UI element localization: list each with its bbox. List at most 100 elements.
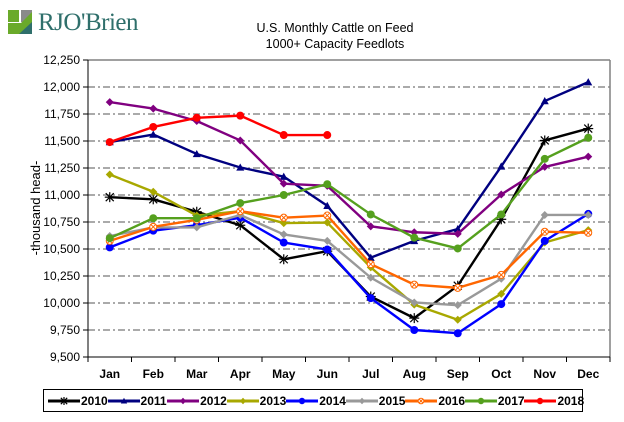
y-tick-label: 12,000	[43, 80, 80, 94]
data-point	[236, 136, 245, 145]
y-tick-label: 10,500	[43, 242, 80, 256]
data-point	[179, 397, 187, 405]
data-point	[366, 294, 375, 303]
legend-label: 2016	[438, 394, 466, 408]
data-point	[584, 210, 593, 219]
logo-mark-icon	[8, 10, 32, 34]
data-point	[104, 192, 115, 203]
data-point	[540, 97, 549, 105]
data-point	[149, 122, 158, 131]
data-point	[279, 213, 288, 222]
data-point	[418, 397, 425, 405]
data-point	[497, 270, 506, 279]
x-tick-label: Jun	[317, 367, 338, 381]
data-point	[453, 283, 462, 292]
data-point	[584, 228, 593, 237]
data-point	[323, 131, 332, 140]
data-point	[409, 313, 420, 324]
data-point	[453, 225, 462, 233]
series-2017	[105, 133, 593, 253]
axes	[83, 59, 611, 362]
logo-text: RJO'Brien	[38, 9, 139, 36]
series-2016	[105, 207, 593, 292]
chart-title: U.S. Monthly Cattle on Feed	[256, 21, 414, 35]
data-point	[323, 245, 332, 254]
data-point	[410, 298, 419, 307]
x-tick-label: May	[272, 367, 296, 381]
data-point	[477, 397, 485, 405]
x-tick-label: Aug	[403, 367, 426, 381]
data-point	[148, 194, 159, 205]
data-point	[192, 113, 201, 122]
series-line	[109, 173, 589, 321]
data-point	[235, 220, 246, 231]
series-2011	[105, 78, 593, 261]
legend-swatch	[107, 397, 140, 404]
legend-swatch	[167, 397, 200, 405]
data-point	[410, 280, 419, 289]
data-point	[323, 201, 332, 209]
data-point	[584, 78, 593, 86]
data-point	[279, 230, 288, 239]
line-chart: 9,500 9,750 10,000 10,250 10,500 10,750 11,000…	[28, 53, 611, 381]
legend-label: 2018	[557, 394, 585, 408]
y-tick-label: 9,500	[50, 350, 80, 364]
legend-swatch	[48, 397, 80, 405]
x-tick-label: Jan	[99, 367, 120, 381]
series-line	[109, 81, 589, 259]
data-point	[279, 172, 288, 180]
series-line	[109, 136, 589, 250]
data-point	[540, 154, 549, 163]
data-point	[584, 152, 593, 161]
x-tick-label: Apr	[230, 367, 251, 381]
data-point	[358, 397, 365, 405]
y-tick-label: 11,000	[44, 188, 80, 202]
legend-label: 2014	[319, 394, 346, 408]
data-point	[299, 397, 306, 405]
data-point	[540, 210, 549, 219]
data-point	[239, 397, 246, 405]
series-line	[109, 209, 589, 290]
data-point	[279, 131, 288, 140]
data-point	[192, 214, 201, 223]
legend-swatch	[345, 397, 378, 405]
data-point	[236, 111, 245, 120]
data-point	[236, 199, 245, 208]
series-2015	[105, 210, 593, 310]
legend: 2010 2011 2012 2013 2014 2015 2016 2017 2018	[43, 389, 585, 412]
x-tick-label: Mar	[186, 367, 208, 381]
legend-swatch	[226, 397, 259, 405]
x-tick-label: Jul	[362, 367, 379, 381]
x-tick-label: Oct	[491, 367, 511, 381]
data-point	[149, 214, 158, 223]
x-tick-labels: Jan Feb Mar Apr May Jun Jul Aug Sep Oct Nov Dec	[99, 367, 599, 381]
y-tick-label: 11,250	[44, 161, 80, 175]
x-tick-label: Nov	[533, 367, 556, 381]
y-tick-label: 12,250	[43, 53, 80, 67]
data-point	[366, 253, 375, 261]
data-point	[279, 179, 288, 188]
data-point	[497, 162, 506, 170]
data-point	[279, 191, 288, 199]
series-group	[104, 78, 594, 338]
data-point	[583, 123, 594, 134]
data-point	[537, 397, 544, 405]
data-point	[323, 180, 332, 189]
data-point	[540, 162, 549, 171]
y-tick-label: 10,750	[43, 215, 80, 229]
series-line	[109, 212, 589, 335]
data-point	[279, 238, 288, 247]
legend-label: 2015	[378, 394, 406, 408]
data-point	[120, 397, 127, 404]
data-point	[366, 273, 375, 282]
data-point	[453, 329, 462, 338]
data-point	[453, 229, 462, 238]
legend-label: 2011	[140, 394, 167, 408]
data-point	[192, 223, 201, 232]
series-2013	[105, 170, 593, 324]
legend-label: 2012	[200, 394, 227, 408]
data-point	[366, 210, 375, 219]
data-point	[105, 170, 114, 179]
x-tick-label: Feb	[143, 367, 164, 381]
data-point	[497, 210, 506, 219]
